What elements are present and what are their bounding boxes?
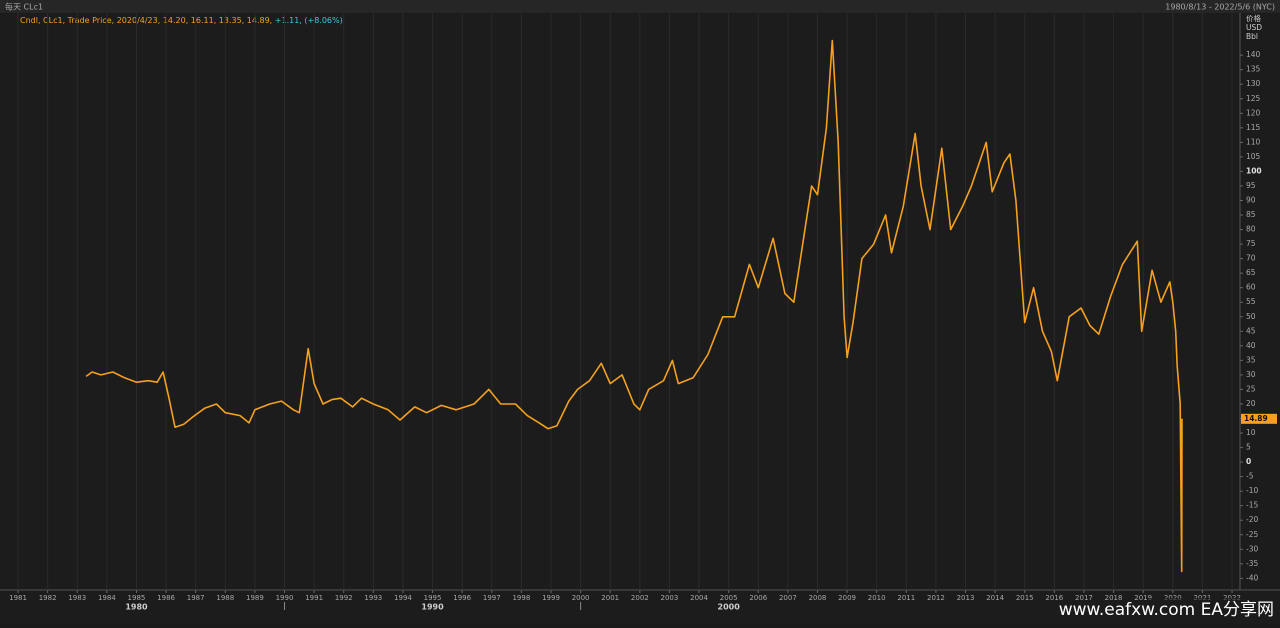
x-tick-label: 2001 bbox=[601, 594, 619, 602]
x-tick-label: 2019 bbox=[1134, 594, 1152, 602]
y-tick-label: 130 bbox=[1246, 79, 1261, 88]
x-tick-label: 2015 bbox=[1016, 594, 1034, 602]
x-tick-label: 1986 bbox=[157, 594, 175, 602]
watermark: www.eafxw.com EA分享网 bbox=[1059, 600, 1274, 620]
y-tick-label: -30 bbox=[1246, 544, 1258, 553]
x-tick-label: 2017 bbox=[1075, 594, 1093, 602]
y-tick-label: -35 bbox=[1246, 559, 1258, 568]
x-tick-label: 2002 bbox=[631, 594, 649, 602]
y-tick-label: 65 bbox=[1246, 268, 1256, 277]
y-tick-label: -10 bbox=[1246, 486, 1258, 495]
y-tick-label: -25 bbox=[1246, 530, 1258, 539]
x-tick-label: 2009 bbox=[838, 594, 856, 602]
y-tick-label: 75 bbox=[1246, 239, 1256, 248]
x-tick-label: 2008 bbox=[809, 594, 827, 602]
y-tick-label: 85 bbox=[1246, 210, 1256, 219]
y-tick-label: 10 bbox=[1246, 428, 1256, 437]
x-tick-label: 2012 bbox=[927, 594, 945, 602]
x-tick-label: 2004 bbox=[690, 594, 708, 602]
y-tick-label: 5 bbox=[1246, 443, 1251, 452]
x-tick-label: 1985 bbox=[128, 594, 146, 602]
y-tick-label: 80 bbox=[1246, 225, 1256, 234]
decade-label: 2000 bbox=[718, 603, 741, 612]
y-axis-title: 价格 bbox=[1246, 13, 1262, 23]
y-tick-label: 90 bbox=[1246, 195, 1256, 204]
x-tick-label: 1981 bbox=[9, 594, 27, 602]
x-tick-label: 2011 bbox=[897, 594, 915, 602]
watermark-bg bbox=[1148, 598, 1278, 622]
y-tick-label: -15 bbox=[1246, 501, 1258, 510]
x-tick-label: 2000 bbox=[572, 594, 590, 602]
y-tick-label: 20 bbox=[1246, 399, 1256, 408]
legend: Cndl, CLc1, Trade Price, 2020/4/23, 14.2… bbox=[20, 16, 343, 25]
x-tick-label: 2006 bbox=[749, 594, 767, 602]
x-tick-label: 1983 bbox=[68, 594, 86, 602]
y-tick-label: 125 bbox=[1246, 94, 1261, 103]
x-tick-label: 1988 bbox=[216, 594, 234, 602]
x-tick-label: 2018 bbox=[1105, 594, 1123, 602]
x-tick-label: 1997 bbox=[483, 594, 501, 602]
y-tick-label: 30 bbox=[1246, 370, 1256, 379]
decade-label: 1990 bbox=[421, 603, 444, 612]
x-tick-label: 1984 bbox=[98, 594, 116, 602]
y-tick-label: -40 bbox=[1246, 573, 1258, 582]
y-tick-label: 70 bbox=[1246, 254, 1256, 263]
x-tick-label: 2005 bbox=[720, 594, 738, 602]
y-tick-label: 45 bbox=[1246, 326, 1256, 335]
legend-text: Cndl, CLc1, Trade Price, 2020/4/23, 14.2… bbox=[20, 16, 272, 25]
x-tick-label: 2010 bbox=[868, 594, 886, 602]
y-tick-label: -20 bbox=[1246, 515, 1258, 524]
y-tick-label: -5 bbox=[1246, 472, 1254, 481]
y-tick-label: 50 bbox=[1246, 312, 1256, 321]
top-bar bbox=[0, 0, 1280, 13]
chart-title: 每天 CLc1 bbox=[5, 2, 43, 12]
y-tick-label: 100 bbox=[1246, 166, 1262, 175]
y-tick-label: 135 bbox=[1246, 65, 1261, 74]
y-tick-label: 110 bbox=[1246, 137, 1261, 146]
y-tick-label: 95 bbox=[1246, 181, 1256, 190]
x-tick-label: 1994 bbox=[394, 594, 412, 602]
x-tick-label: 2003 bbox=[661, 594, 679, 602]
y-axis-title: Bbl bbox=[1246, 32, 1258, 41]
x-tick-label: 2014 bbox=[986, 594, 1004, 602]
decade-label: 1980 bbox=[125, 603, 148, 612]
date-range: 1980/8/13 - 2022/5/6 (NYC) bbox=[1165, 3, 1275, 12]
y-tick-label: 0 bbox=[1246, 457, 1251, 466]
y-tick-label: 40 bbox=[1246, 341, 1256, 350]
x-tick-label: 1990 bbox=[276, 594, 294, 602]
x-tick-label: 1989 bbox=[246, 594, 264, 602]
x-tick-label: 1995 bbox=[424, 594, 442, 602]
y-tick-label: 35 bbox=[1246, 355, 1256, 364]
y-tick-label: 140 bbox=[1246, 50, 1261, 59]
y-tick-label: 115 bbox=[1246, 123, 1261, 132]
x-tick-label: 1996 bbox=[453, 594, 471, 602]
x-tick-label: 1992 bbox=[335, 594, 353, 602]
y-tick-label: 60 bbox=[1246, 283, 1256, 292]
legend-change: +1.11, (+8.06%) bbox=[275, 16, 343, 25]
x-tick-label: 1998 bbox=[512, 594, 530, 602]
x-tick-label: 1991 bbox=[305, 594, 323, 602]
y-tick-label: 55 bbox=[1246, 297, 1256, 306]
x-tick-label: 2007 bbox=[779, 594, 797, 602]
x-tick-label: 1993 bbox=[364, 594, 382, 602]
last-value-box bbox=[1241, 413, 1277, 424]
y-tick-label: 120 bbox=[1246, 108, 1261, 117]
price-line bbox=[85, 39, 1183, 573]
y-tick-label: 105 bbox=[1246, 152, 1261, 161]
x-tick-label: 1987 bbox=[187, 594, 205, 602]
last-value-label: 14.89 bbox=[1244, 414, 1268, 423]
x-tick-label: 2013 bbox=[957, 594, 975, 602]
y-tick-label: 25 bbox=[1246, 384, 1256, 393]
x-tick-label: 1982 bbox=[39, 594, 57, 602]
x-tick-label: 2016 bbox=[1045, 594, 1063, 602]
x-tick-label: 1999 bbox=[542, 594, 560, 602]
y-axis-title: USD bbox=[1246, 23, 1262, 32]
